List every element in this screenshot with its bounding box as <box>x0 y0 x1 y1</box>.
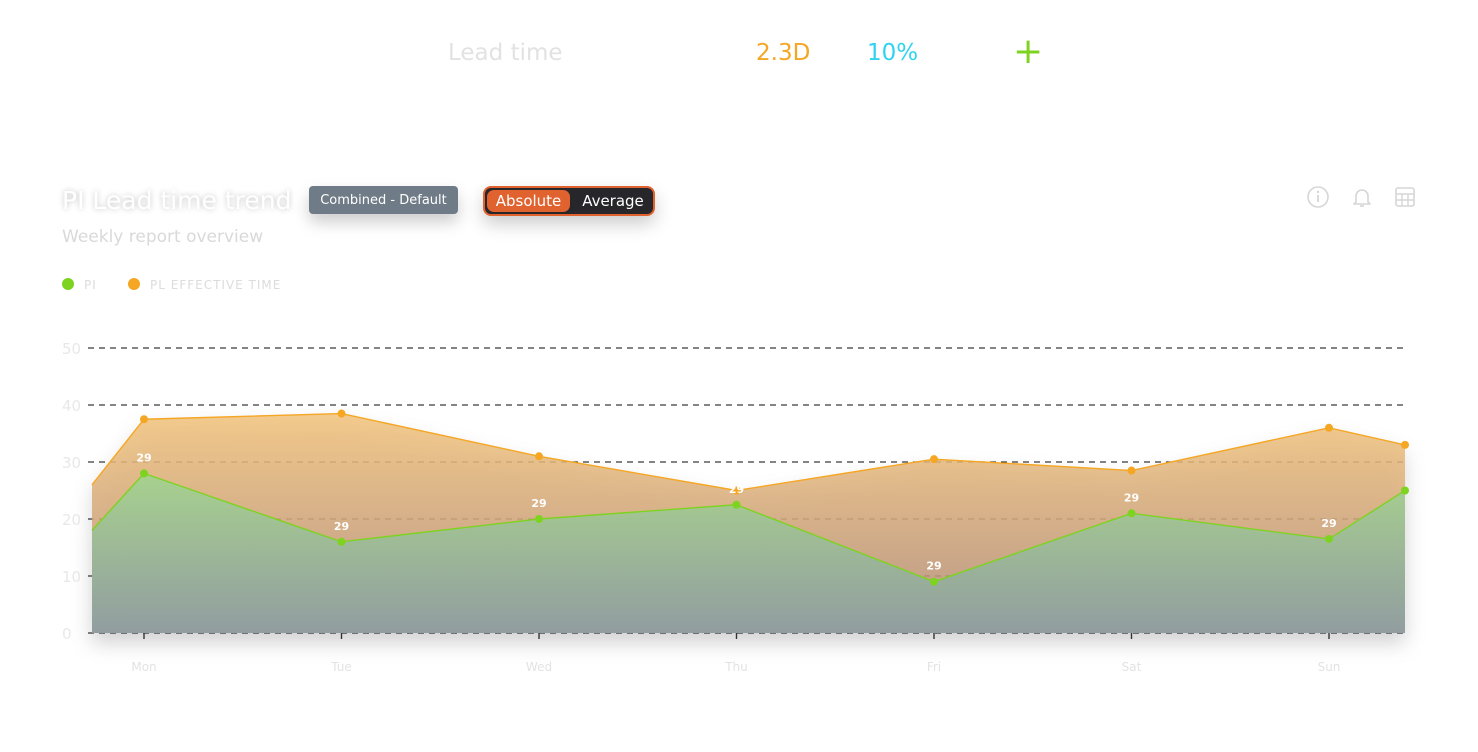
point-pi-tue <box>337 537 346 546</box>
toggle-absolute[interactable]: Absolute <box>487 190 570 212</box>
add-button[interactable]: + <box>1013 31 1044 72</box>
kpi-value: 2.3D <box>756 40 811 66</box>
x-tick-label-sun: Sun <box>1318 660 1341 674</box>
point-effective-sat <box>1127 466 1136 475</box>
area-pi <box>92 473 1405 633</box>
y-tick-label-50: 50 <box>62 340 81 358</box>
point-pi-thu <box>732 500 741 509</box>
legend-label-effective: PL EFFECTIVE TIME <box>150 278 282 292</box>
point-effective-sun <box>1325 423 1333 432</box>
toggle-average[interactable]: Average <box>582 192 644 210</box>
point-effective-thu <box>732 486 741 495</box>
point-pi-mon <box>140 469 148 478</box>
legend-dot-pi <box>62 278 74 290</box>
point-pi-sun <box>1325 534 1333 543</box>
y-tick-label-30: 30 <box>62 454 81 472</box>
info-icon[interactable] <box>1306 185 1330 209</box>
x-tick-label-sat: Sat <box>1122 660 1142 674</box>
absolute-average-toggle: Absolute Average <box>483 186 655 216</box>
point-pi-end <box>1401 486 1409 495</box>
data-label-pi-sun: 29 <box>1321 517 1336 530</box>
point-effective-fri <box>930 455 938 464</box>
x-tick-label-tue: Tue <box>330 660 352 674</box>
x-tick-label-wed: Wed <box>526 660 552 674</box>
point-pi-fri <box>930 577 938 586</box>
y-tick-label-40: 40 <box>62 397 81 415</box>
kpi-percent: 10% <box>867 40 919 66</box>
kpi-label: Lead time <box>448 40 563 66</box>
table-icon[interactable] <box>1393 185 1417 209</box>
legend-item-pi: PI <box>62 278 97 292</box>
point-effective-end <box>1401 440 1409 449</box>
point-pi-sat <box>1127 509 1136 518</box>
data-label-pi-wed: 29 <box>531 497 546 510</box>
data-label-pi-fri: 29 <box>926 560 941 573</box>
y-tick-label-10: 10 <box>62 568 81 586</box>
x-tick-label-fri: Fri <box>927 660 941 674</box>
legend-item-effective: PL EFFECTIVE TIME <box>128 278 281 292</box>
x-tick-label-thu: Thu <box>724 660 748 674</box>
chart-subtitle: Weekly report overview <box>62 227 264 247</box>
x-tick-label-mon: Mon <box>131 660 156 674</box>
data-label-pi-mon: 29 <box>136 451 151 464</box>
point-effective-wed <box>535 452 543 461</box>
point-effective-tue <box>337 409 346 418</box>
bell-icon[interactable] <box>1350 185 1374 209</box>
y-tick-label-0: 0 <box>62 625 72 643</box>
y-tick-label-20: 20 <box>62 511 81 529</box>
legend-dot-effective <box>128 278 140 290</box>
point-effective-mon <box>140 415 148 424</box>
data-label-pi-thu: 29 <box>729 483 744 496</box>
chart-title: PI Lead time trend <box>62 186 292 215</box>
combined-default-button[interactable]: Combined - Default <box>309 186 458 214</box>
data-label-pi-sat: 29 <box>1124 491 1139 504</box>
legend-label-pi: PI <box>84 278 97 292</box>
data-label-pi-tue: 29 <box>334 520 349 533</box>
point-pi-wed <box>535 515 543 523</box>
